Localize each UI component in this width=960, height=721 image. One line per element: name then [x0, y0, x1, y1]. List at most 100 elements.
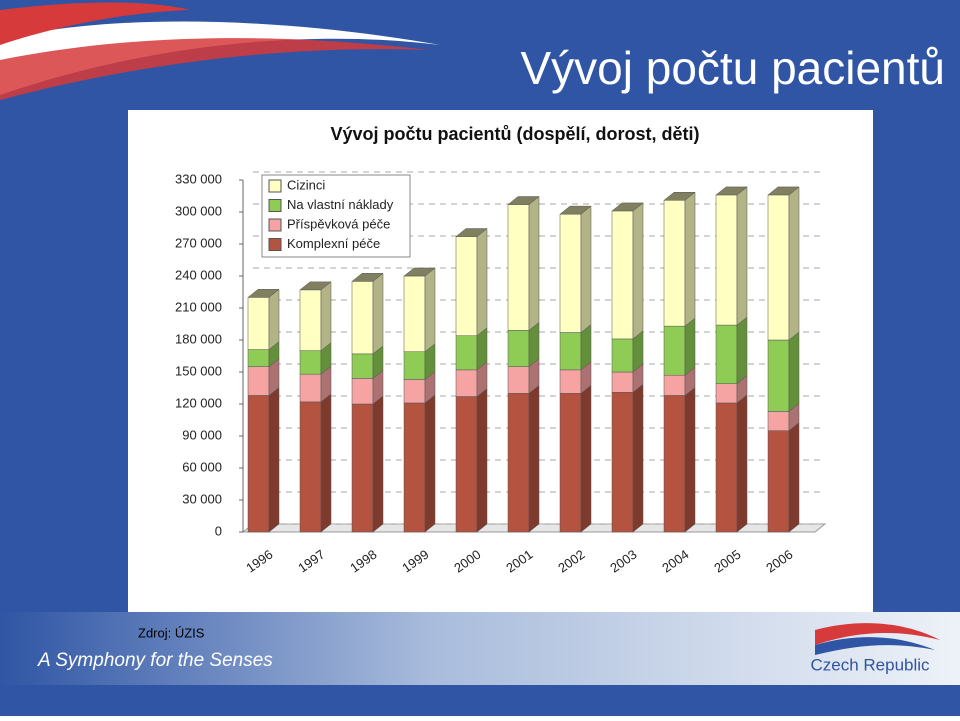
bar-top — [611, 202, 644, 212]
bar-segment — [715, 194, 738, 326]
source: Zdroj: ÚZIS — [138, 625, 205, 640]
bar-segment — [507, 366, 530, 394]
bar-side — [736, 186, 748, 326]
bar-segment — [403, 275, 426, 352]
bar-segment — [403, 379, 426, 404]
bar-segment — [611, 392, 634, 533]
bar-segment — [663, 200, 686, 327]
y-tick-label: 0 — [215, 523, 222, 538]
swoosh-red — [0, 2, 190, 45]
bar-segment — [507, 330, 530, 367]
legend-label: Komplexní péče — [287, 236, 380, 251]
swoosh-red-2 — [0, 38, 430, 100]
y-tick-label: 330 000 — [175, 171, 222, 186]
bar-side — [372, 272, 384, 355]
bar-segment — [559, 213, 582, 333]
bar-top — [351, 273, 384, 282]
logo-swoosh — [815, 623, 940, 645]
y-tick-label: 150 000 — [175, 363, 222, 378]
bar-side — [684, 191, 696, 327]
bar-side — [736, 394, 748, 533]
swoosh-white — [0, 21, 440, 96]
bar-segment — [247, 366, 270, 396]
bar-segment — [663, 325, 686, 376]
bar-segment — [767, 339, 790, 412]
y-tick-label: 30 000 — [182, 491, 222, 506]
bar-segment — [299, 350, 322, 375]
bar-side — [528, 196, 540, 331]
bar-top — [559, 205, 592, 215]
bar-side — [632, 202, 644, 340]
y-tick-label: 240 000 — [175, 267, 222, 282]
bar-segment — [611, 210, 634, 340]
bar-segment — [507, 393, 530, 533]
logo-text: Czech Republic — [810, 655, 930, 674]
y-tick-label: 120 000 — [175, 395, 222, 410]
bar-side — [320, 281, 332, 352]
y-tick-label: 60 000 — [182, 459, 222, 474]
bar-segment — [403, 351, 426, 380]
legend-box — [261, 174, 411, 258]
bar-segment — [299, 289, 322, 351]
y-tick-label: 210 000 — [175, 299, 222, 314]
y-tick-label: 270 000 — [175, 235, 222, 250]
bar-side — [372, 395, 384, 533]
bar-side — [320, 393, 332, 533]
bar-side — [684, 386, 696, 533]
bar-segment — [611, 371, 634, 393]
bar-segment — [559, 393, 582, 533]
bar-side — [580, 384, 592, 533]
bar-side — [788, 186, 800, 341]
bar-side — [476, 228, 488, 337]
bar-segment — [247, 297, 270, 350]
bar-segment — [663, 374, 686, 396]
bar-segment — [351, 403, 374, 533]
bar-side — [788, 422, 800, 533]
bar-segment — [559, 332, 582, 371]
legend-swatch — [268, 218, 282, 232]
legend-swatch — [268, 238, 282, 251]
bar-segment — [247, 349, 270, 367]
legend-swatch — [268, 199, 282, 212]
slogan: A Symphony for the Senses — [37, 650, 273, 671]
bar-segment — [663, 395, 686, 533]
bar-segment — [455, 396, 478, 533]
bar-segment — [715, 324, 738, 384]
bar-top — [403, 267, 436, 277]
bar-segment — [559, 369, 582, 394]
bar-segment — [299, 373, 322, 403]
y-tick-label: 300 000 — [175, 203, 222, 218]
legend-label: Cizinci — [287, 177, 325, 192]
bar-side — [268, 386, 280, 533]
bar-top — [663, 192, 696, 201]
bar-segment — [507, 204, 530, 331]
bar-segment — [767, 194, 790, 341]
bar-segment — [351, 281, 374, 355]
chart-title: Vývoj počtu pacientů (dospělí, dorost, d… — [330, 124, 699, 144]
logo-swoosh-blue — [815, 637, 935, 655]
bar-segment — [299, 401, 322, 533]
bar-segment — [767, 430, 790, 533]
bar-segment — [611, 338, 634, 373]
bar-top — [455, 228, 488, 237]
bar-side — [736, 316, 748, 385]
bar-side — [424, 394, 436, 533]
bar-segment — [455, 335, 478, 371]
bar-segment — [715, 383, 738, 404]
legend-label: Na vlastní náklady — [287, 197, 394, 212]
bar-top — [507, 196, 540, 205]
chart-area — [128, 110, 873, 612]
bar-side — [424, 267, 436, 353]
bar-segment — [351, 378, 374, 405]
footer-band — [0, 612, 960, 685]
bar-segment — [247, 395, 270, 533]
slide-title: Vývoj počtu pacientů — [521, 42, 946, 94]
legend-swatch — [268, 179, 282, 193]
bar-segment — [455, 369, 478, 397]
bar-top — [715, 186, 748, 196]
bar-side — [476, 388, 488, 533]
y-tick-label: 90 000 — [182, 427, 222, 442]
bar-side — [268, 288, 280, 351]
